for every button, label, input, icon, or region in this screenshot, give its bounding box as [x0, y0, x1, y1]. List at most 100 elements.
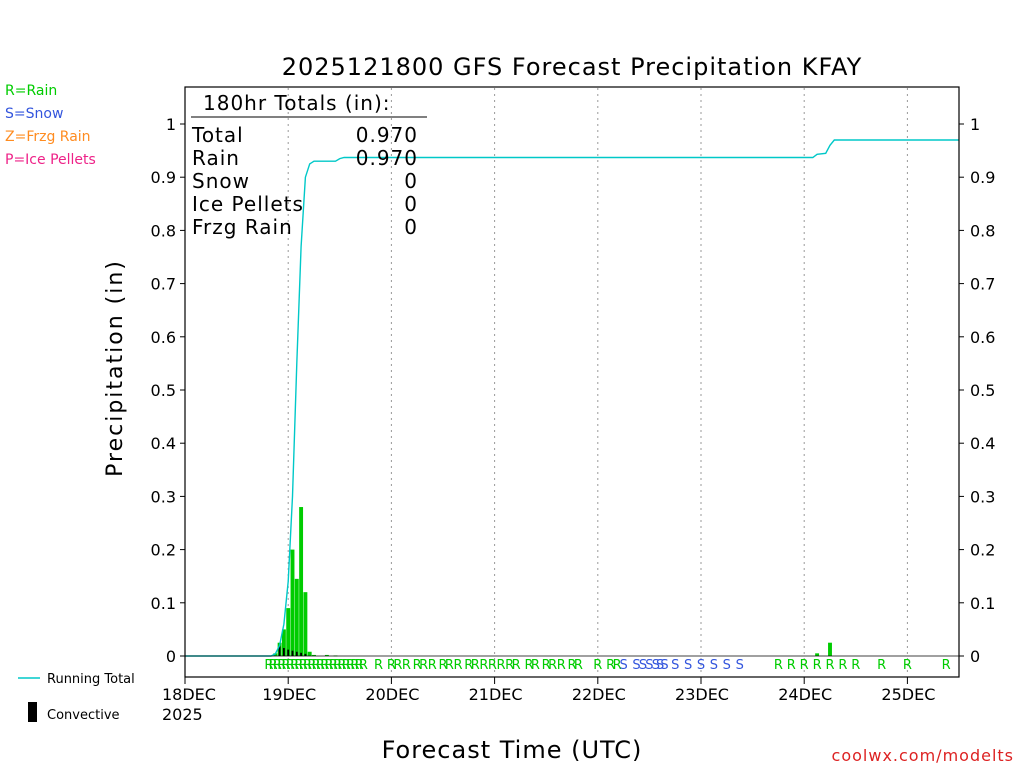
precip-bar [312, 654, 316, 656]
y-tick-label-left: 0.8 [151, 221, 176, 240]
precip-type-rain: R [359, 658, 368, 673]
convective-bar [304, 653, 307, 656]
precip-type-rain: R [264, 658, 273, 673]
legend-ice-pellets: P=Ice Pellets [5, 152, 96, 168]
precip-type-snow: S [652, 658, 660, 673]
credit-text: coolwx.com/modelts [832, 746, 1014, 765]
precip-type-snow: S [671, 658, 679, 673]
precip-type-snow: S [684, 658, 692, 673]
precip-type-snow: S [723, 658, 731, 673]
y-tick-label-left: 0.4 [151, 434, 176, 453]
convective-bar [283, 648, 285, 656]
y-tick-label-left: 0.7 [151, 275, 176, 294]
y-tick-label-right: 0.9 [970, 168, 995, 187]
totals-value-total: 0.970 [356, 123, 418, 147]
y-tick-label-left: 0.6 [151, 328, 176, 347]
precip-type-rain: R [471, 658, 480, 673]
precip-type-rain: R [299, 658, 308, 673]
y-tick-label-left: 0.5 [151, 381, 176, 400]
precip-type-rain: R [419, 658, 428, 673]
precip-type-rain: R [548, 658, 557, 673]
grid-lines [287, 88, 908, 676]
precip-type-rain: R [374, 658, 383, 673]
convective-bar [300, 652, 302, 656]
convective-bar [295, 651, 298, 656]
y-ticks: 0 00.1 0.10.2 0.20.3 0.30.4 0.40.5 0.50.6 0.60.… [151, 115, 996, 666]
precip-type-rain: R [606, 658, 615, 673]
convective-bar [291, 650, 294, 656]
x-tick-label: 25DEC [881, 685, 935, 704]
precip-type-rain: R [557, 658, 566, 673]
x-tick-label: 21DEC [469, 685, 523, 704]
x-tick-label: 24DEC [778, 685, 832, 704]
precip-type-rain: R [428, 658, 437, 673]
precip-type-rain: R [337, 658, 346, 673]
precip-type-rain: R [825, 658, 834, 673]
totals-label-snow: Snow [192, 169, 250, 193]
precip-type-rain: R [774, 658, 783, 673]
precip-type-rain: R [312, 658, 321, 673]
running-total-line-group [185, 139, 959, 657]
precip-type-rain: R [942, 658, 951, 673]
totals-header: 180hr Totals (in): [203, 91, 391, 115]
precip-type-rain: R [342, 658, 351, 673]
precip-type-rain: R [505, 658, 514, 673]
precip-type-rain: R [303, 658, 312, 673]
precip-bar [303, 592, 308, 656]
precip-type-rain: R [567, 658, 576, 673]
y-tick-label-right: 0.6 [970, 328, 995, 347]
precip-type-rain: R [800, 658, 809, 673]
y-axis-label: Precipitation (in) [103, 259, 128, 477]
precip-type-snow: S [645, 658, 653, 673]
y-tick-label-left: 0.2 [151, 541, 176, 560]
x-tick-label: 22DEC [572, 685, 626, 704]
y-tick-label-right: 1 [970, 115, 980, 134]
precip-bar [828, 642, 832, 656]
precip-type-rain: R [445, 658, 454, 673]
precip-type-snow: S [619, 658, 627, 673]
precip-type-rain: R [593, 658, 602, 673]
precip-type-snow: S [736, 658, 744, 673]
precip-type-rain: R [413, 658, 422, 673]
precip-type-snow: S [710, 658, 718, 673]
precip-bar [294, 578, 299, 656]
series-legend: Running Total Convective [18, 672, 135, 723]
totals-value-snow: 0 [404, 169, 418, 193]
y-tick-label-right: 0 [970, 647, 980, 666]
precip-type-rain: R [316, 658, 325, 673]
y-tick-label-right: 0.5 [970, 381, 995, 400]
totals-label-ice-pellets: Ice Pellets [192, 192, 304, 216]
y-tick-label-right: 0.8 [970, 221, 995, 240]
x-tick-sublabel: 2025 [162, 705, 203, 724]
y-tick-label-left: 0.1 [151, 594, 176, 613]
precip-type-snow: S [660, 658, 668, 673]
x-tick-label: 23DEC [675, 685, 729, 704]
running-total-line [185, 139, 959, 657]
precip-type-rain: R [464, 658, 473, 673]
precip-type-snow: S [697, 658, 705, 673]
totals-value-rain: 0.970 [356, 146, 418, 170]
precip-type-rain: R [282, 658, 291, 673]
x-tick-label: 18DEC [162, 685, 216, 704]
convective-swatch [28, 702, 37, 722]
x-tick-label: 20DEC [365, 685, 419, 704]
precip-type-snow: S [632, 658, 640, 673]
precip-bar [281, 629, 286, 656]
precip-type-rain: R [454, 658, 463, 673]
totals-label-frzg-rain: Frzg Rain [192, 215, 293, 239]
precip-type-rain: R [531, 658, 540, 673]
precip-type-rain: R [333, 658, 342, 673]
precip-bar [815, 653, 820, 656]
precip-type-rain: R [903, 658, 912, 673]
y-tick-label-right: 0.3 [970, 487, 995, 506]
y-tick-label-right: 0.1 [970, 594, 995, 613]
legend-snow: S=Snow [5, 106, 63, 122]
x-axis-label: Forecast Time (UTC) [382, 736, 643, 764]
y-tick-label-left: 1 [166, 115, 176, 134]
legend-frzg-rain: Z=Frzg Rain [5, 129, 91, 145]
precip-type-rain: R [851, 658, 860, 673]
precip-type-rain: R [273, 658, 282, 673]
